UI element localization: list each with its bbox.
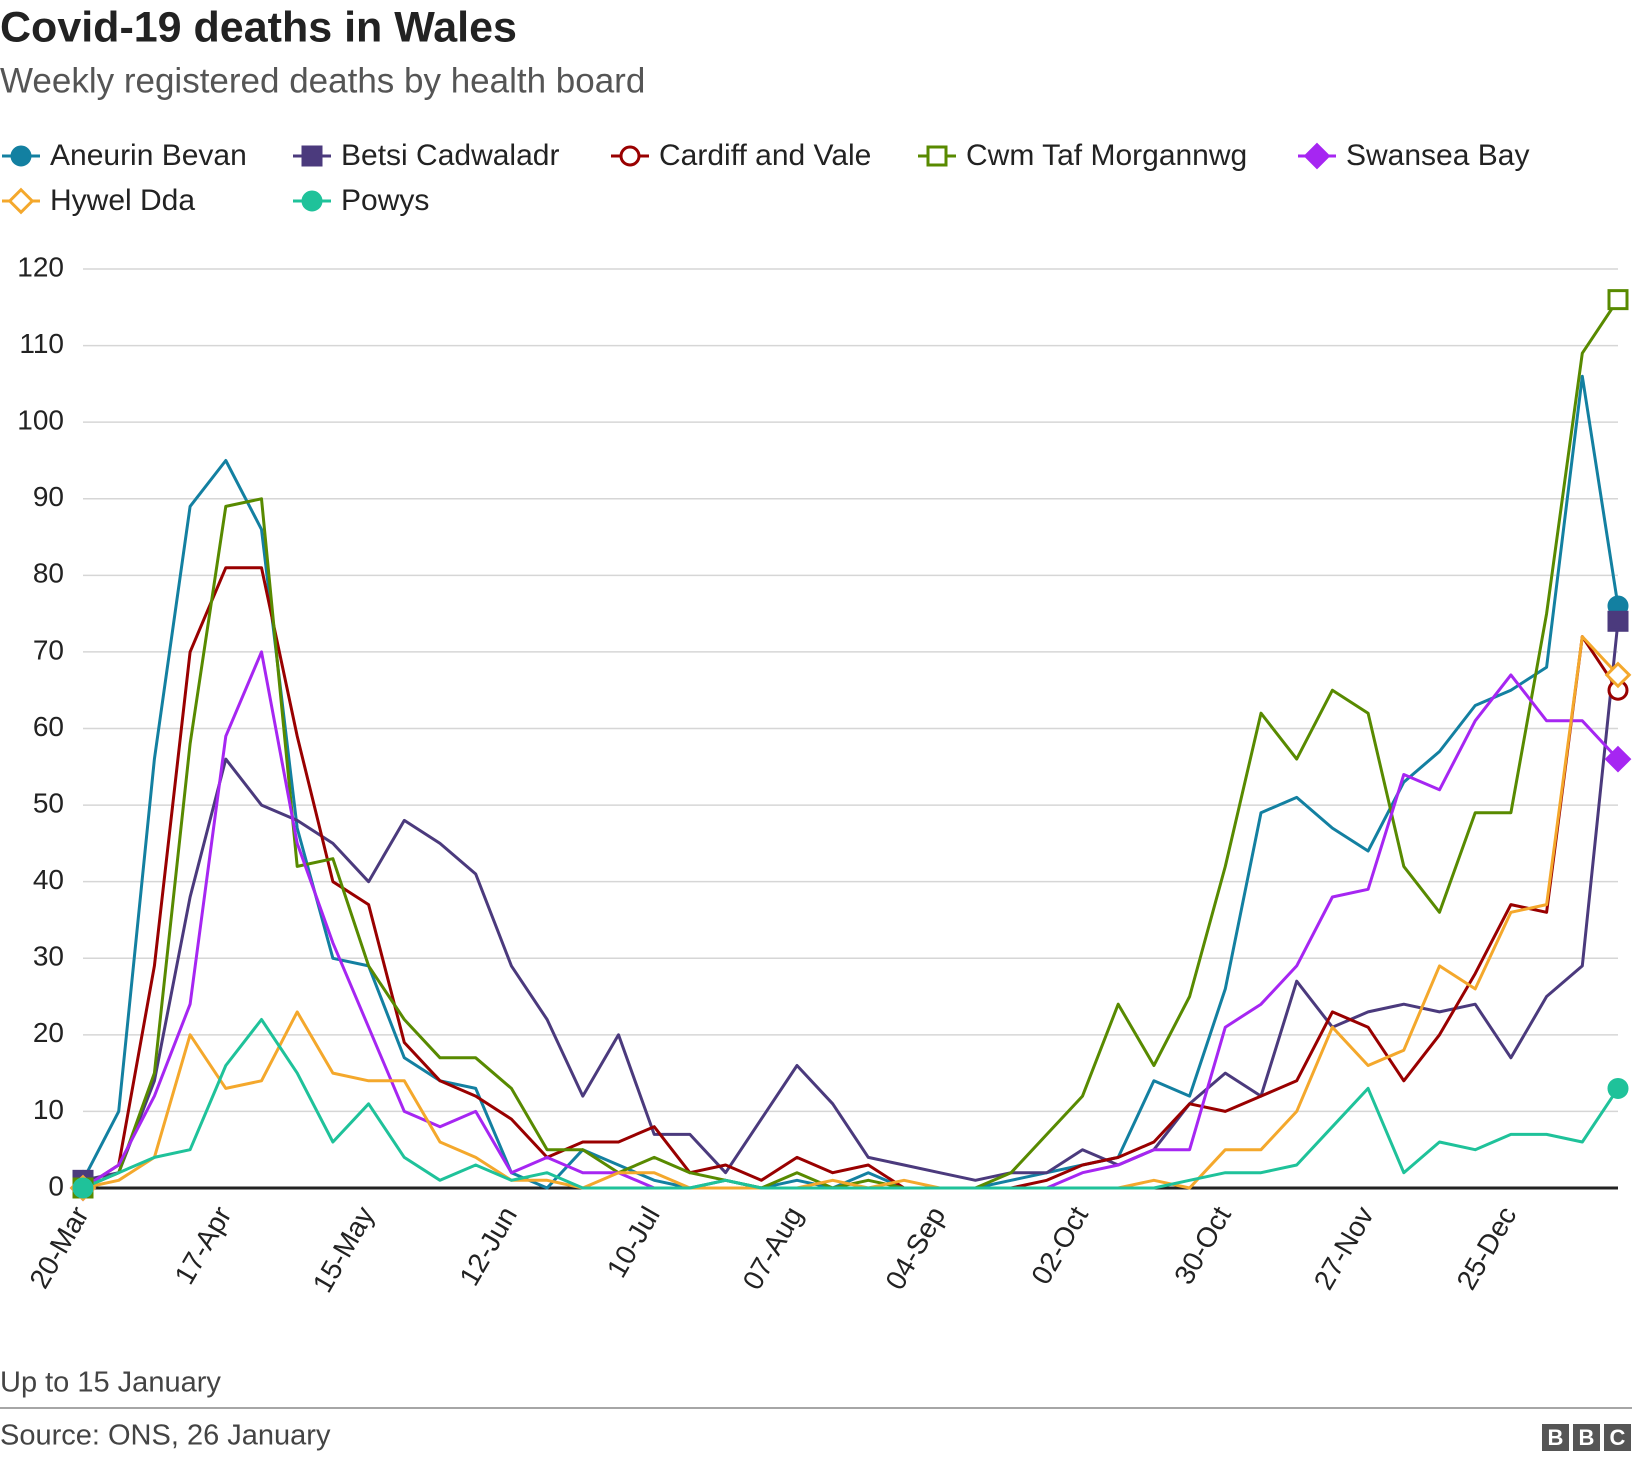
y-tick-label: 70: [33, 634, 64, 665]
series-line: [82, 1018, 1620, 1190]
y-tick-label: 60: [33, 711, 64, 742]
legend-marker: [1303, 142, 1331, 170]
series-line: [82, 566, 1620, 1190]
legend-marker: [619, 145, 641, 167]
x-tick-label: 27-Nov: [1308, 1201, 1380, 1295]
y-tick-label: 120: [17, 251, 64, 282]
y-tick-label: 30: [33, 941, 64, 972]
legend-marker: [301, 145, 323, 167]
end-marker: [1604, 661, 1632, 689]
logo-box: [1542, 1424, 1569, 1451]
chart-subtitle: Weekly registered deaths by health board: [0, 61, 645, 100]
end-marker: [1604, 745, 1632, 773]
logo-letter: B: [1548, 1425, 1564, 1450]
y-tick-label: 110: [19, 328, 64, 359]
x-tick-label: 02-Oct: [1025, 1201, 1094, 1289]
x-tick-label: 07-Aug: [737, 1201, 809, 1295]
logo-box: [1573, 1424, 1600, 1451]
x-tick-label: 10-Jul: [601, 1201, 666, 1283]
y-tick-label: 40: [33, 864, 64, 895]
x-tick-label: 15-May: [307, 1201, 381, 1297]
legend-label: Powys: [341, 184, 429, 217]
y-tick-label: 90: [33, 481, 64, 512]
legend-label: Swansea Bay: [1346, 139, 1529, 172]
legend-marker: [10, 145, 32, 167]
logo-letter: C: [1610, 1425, 1626, 1450]
y-tick-label: 10: [33, 1094, 64, 1125]
x-tick-label: 17-Apr: [169, 1201, 238, 1289]
source: Source: ONS, 26 January: [0, 1420, 331, 1452]
series-line: [82, 621, 1620, 1182]
legend-label: Cwm Taf Morgannwg: [966, 139, 1247, 172]
legend-label: Betsi Cadwaladr: [341, 139, 559, 172]
end-marker: [1607, 289, 1629, 311]
x-tick-label: 12-Jun: [453, 1201, 523, 1291]
series-line: [82, 635, 1620, 1190]
legend-label: Aneurin Bevan: [50, 139, 247, 172]
legend-marker: [301, 190, 323, 212]
legend-label: Cardiff and Vale: [659, 139, 871, 172]
end-marker: [72, 1177, 94, 1199]
y-tick-label: 0: [48, 1170, 64, 1201]
chart-title: Covid-19 deaths in Wales: [0, 3, 517, 51]
x-tick-label: 04-Sep: [879, 1201, 951, 1295]
x-tick-label: 20-Mar: [23, 1201, 94, 1293]
x-tick-label: 30-Oct: [1168, 1201, 1237, 1289]
y-tick-label: 50: [33, 787, 64, 818]
legend-marker: [7, 187, 35, 215]
logo-box: [1604, 1424, 1631, 1451]
logo-letter: B: [1579, 1425, 1595, 1450]
end-marker: [1607, 1077, 1629, 1099]
y-tick-label: 80: [33, 558, 64, 589]
legend-label: Hywel Dda: [50, 184, 195, 217]
y-tick-label: 20: [33, 1017, 64, 1048]
y-tick-label: 100: [17, 405, 64, 436]
legend-marker: [926, 145, 948, 167]
series-line: [81, 374, 1620, 1190]
end-marker: [1607, 610, 1629, 632]
x-tick-label: 25-Dec: [1451, 1201, 1523, 1295]
footnote: Up to 15 January: [0, 1367, 221, 1399]
series-line: [82, 650, 1620, 1190]
